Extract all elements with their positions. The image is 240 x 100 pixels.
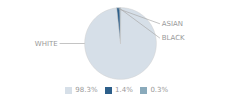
html-text:0.3%: 0.3%	[150, 86, 169, 94]
html-text:98.3%: 98.3%	[75, 86, 98, 94]
svg-text:WHITE: WHITE	[35, 40, 58, 48]
svg-text:ASIAN: ASIAN	[162, 20, 183, 28]
svg-text:BLACK: BLACK	[162, 34, 185, 42]
html-text:1.4%: 1.4%	[115, 86, 133, 94]
